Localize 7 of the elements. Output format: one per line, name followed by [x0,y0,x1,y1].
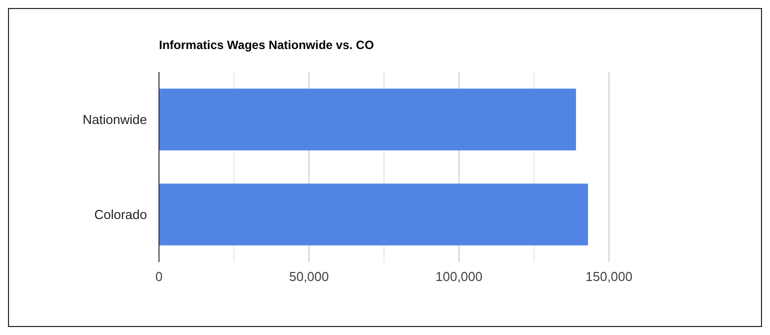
y-tick-label: Colorado [94,207,147,222]
x-tick-label: 150,000 [586,269,632,284]
x-tick-label: 100,000 [436,269,482,284]
x-tick-label: 50,000 [289,269,329,284]
chart-title: Informatics Wages Nationwide vs. CO [159,38,374,52]
y-tick-label: Nationwide [82,112,147,127]
x-tick-label: 0 [155,269,163,284]
